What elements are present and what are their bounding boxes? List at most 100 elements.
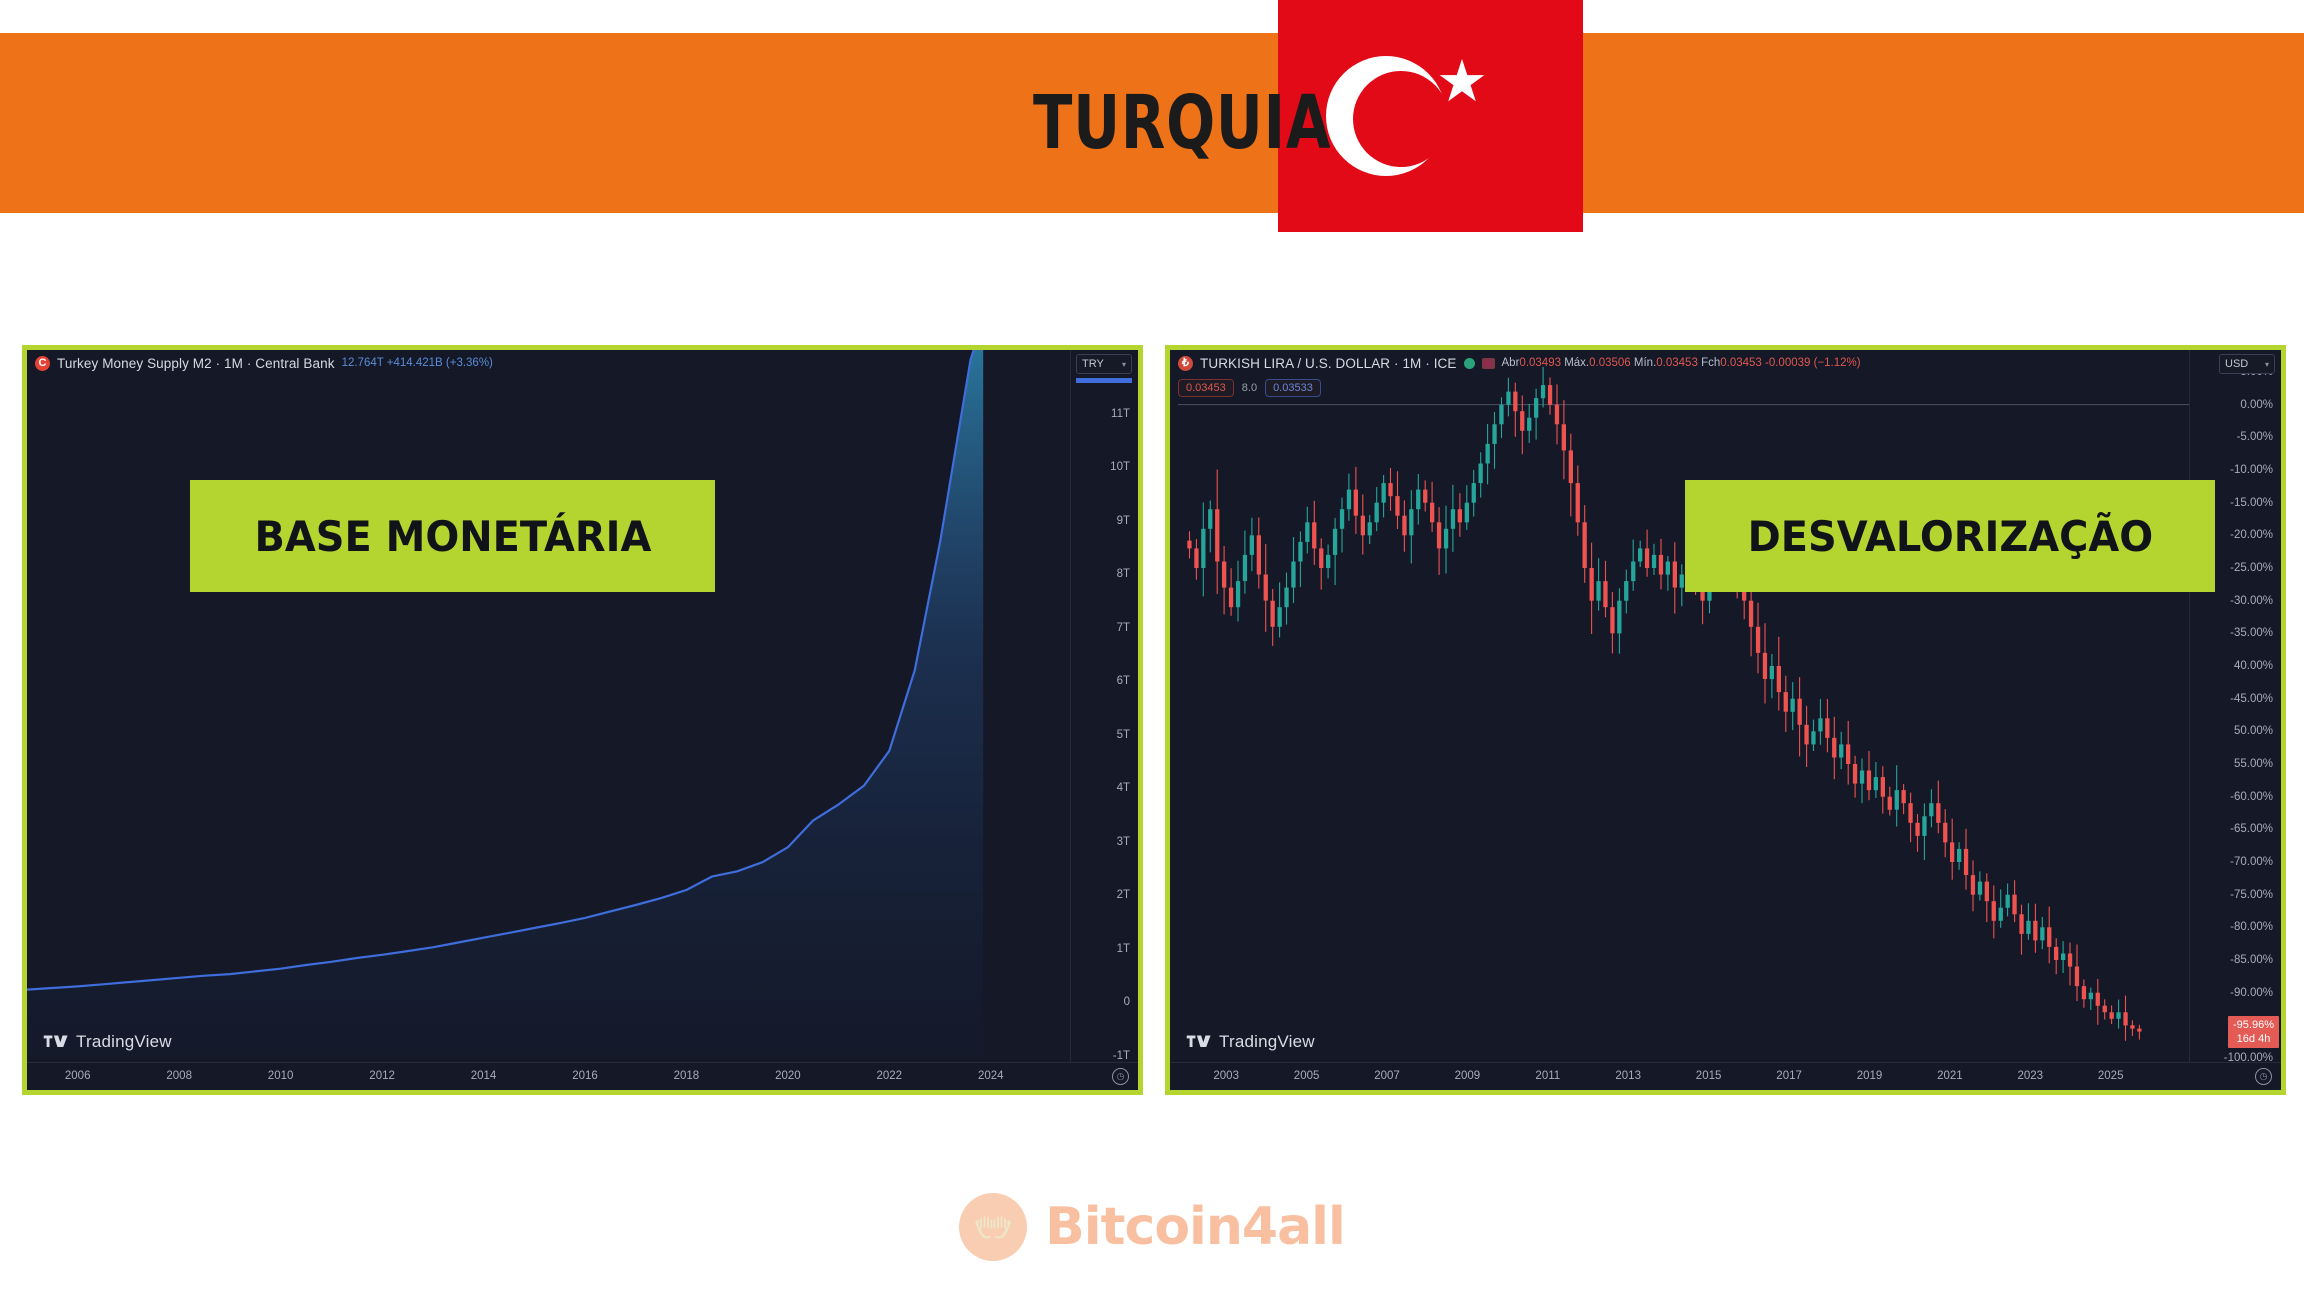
close-value: 0.03453 — [1720, 357, 1762, 369]
candle-body — [1582, 522, 1587, 568]
time-tick-label: 2011 — [1535, 1070, 1561, 1082]
candle-body — [1818, 718, 1823, 732]
time-scale-left[interactable]: ◷ 2006 2008 2010 2012 2014 2016 2018 2020 2022 20… — [27, 1062, 1138, 1090]
time-tick-label: 2010 — [267, 1070, 294, 1082]
candle-body — [1353, 489, 1358, 516]
time-tick-label: 2008 — [166, 1070, 192, 1082]
low-value: 0.03453 — [1656, 357, 1698, 369]
currency-selector-try[interactable]: TRY ▾ — [1076, 354, 1132, 374]
candle-body — [2033, 920, 2038, 941]
candle-body — [1963, 848, 1969, 875]
close-label: Fch — [1701, 357, 1721, 369]
candle-body — [1374, 502, 1379, 523]
time-tick-label: 2023 — [2017, 1070, 2044, 1082]
price-tick-label: -35.00% — [2230, 627, 2273, 640]
lira-usd-candlestick-series — [1178, 366, 2189, 1041]
candle-body — [1679, 574, 1684, 588]
candle-body — [2005, 894, 2010, 908]
low-pill[interactable]: 0.03453 — [1178, 379, 1234, 397]
candle-body — [1589, 568, 1594, 601]
chart-type-icon[interactable]: ≈ — [1481, 357, 1495, 369]
symbol-title[interactable]: Turkey Money Supply M2 · 1M · Central Ba… — [57, 355, 335, 371]
clock-icon[interactable]: ◷ — [2255, 1068, 2272, 1085]
plot-area-left[interactable] — [27, 350, 1070, 1062]
price-tick-label: 0 — [1123, 996, 1130, 1009]
candle-body — [1457, 509, 1462, 523]
candle-body — [1596, 581, 1601, 601]
annotation-label-text: BASE MONETÁRIA — [254, 511, 651, 561]
candle-body — [2095, 992, 2100, 1006]
candle-body — [1430, 502, 1435, 523]
candle-body — [1936, 803, 1941, 823]
time-tick-label: 2014 — [470, 1070, 497, 1082]
price-scale-right[interactable]: -95.96% 16d 4h 5.00%0.00%-5.00%-10.00%-1… — [2189, 350, 2281, 1064]
candle-body — [2047, 927, 2052, 947]
footer-brand: Bitcoin4all — [0, 1172, 2304, 1282]
hands-glyph — [975, 1216, 1011, 1239]
candle-body — [1832, 737, 1837, 758]
candle-body — [1568, 450, 1573, 484]
candle-body — [2012, 894, 2017, 915]
candle-body — [1943, 822, 1948, 843]
time-tick-label: 2017 — [1776, 1070, 1802, 1082]
candle-body — [1797, 698, 1802, 725]
candle-body — [1520, 411, 1525, 431]
candle-body — [1534, 398, 1539, 418]
time-tick-label: 2020 — [775, 1070, 801, 1082]
candle-body — [1436, 522, 1442, 549]
price-tick-label: 0.00% — [2240, 398, 2273, 411]
turkey-flag-icon: ★ — [1278, 0, 1583, 232]
flag-crescent-inner — [1353, 71, 1449, 167]
candle-body — [1360, 515, 1365, 536]
time-tick-label: 2015 — [1695, 1070, 1722, 1082]
candle-body — [2019, 914, 2024, 934]
chart-panel-money-supply: C Turkey Money Supply M2 · 1M · Central … — [22, 345, 1143, 1095]
candle-body — [1284, 587, 1289, 608]
candle-body — [1339, 509, 1345, 529]
currency-underline — [1076, 378, 1132, 383]
chart-canvas-left[interactable]: C Turkey Money Supply M2 · 1M · Central … — [27, 350, 1138, 1090]
candle-body — [1201, 528, 1206, 568]
tradingview-logo-icon — [1186, 1035, 1211, 1048]
candle-body — [1894, 790, 1899, 810]
time-scale-right[interactable]: ◷ 2003 2005 2007 2009 2011 2013 2015 2017 2019 20… — [1170, 1062, 2281, 1090]
price-tick-label: 55.00% — [2233, 758, 2273, 770]
candle-body — [1638, 548, 1643, 562]
time-tick-label: 2016 — [572, 1070, 598, 1082]
header-banner — [0, 33, 2304, 213]
candle-body — [2116, 1012, 2121, 1019]
price-tick-label: -20.00% — [2230, 529, 2273, 542]
symbol-title[interactable]: TURKISH LIRA / U.S. DOLLAR · 1M · ICE — [1200, 355, 1457, 371]
candle-body — [2137, 1028, 2142, 1032]
high-pill[interactable]: 0.03533 — [1265, 379, 1321, 397]
candle-body — [2109, 1012, 2114, 1019]
candle-body — [1367, 522, 1372, 536]
candle-body — [1929, 803, 1934, 817]
chart-canvas-right[interactable]: ₺ TURKISH LIRA / U.S. DOLLAR · 1M · ICE … — [1170, 350, 2281, 1090]
candle-body — [1776, 666, 1781, 693]
price-tick-label: 7T — [1116, 621, 1130, 634]
time-tick-label: 2006 — [64, 1070, 91, 1082]
clock-icon[interactable]: ◷ — [1112, 1068, 1129, 1085]
candle-body — [1215, 509, 1220, 562]
candle-body — [2040, 927, 2045, 941]
price-scale-left[interactable]: 12T11T10T9T8T7T6T5T4T3T2T1T0-1T — [1070, 350, 1138, 1062]
currency-label: USD — [2225, 358, 2249, 370]
candle-body — [1811, 731, 1816, 745]
annotation-base-monetaria: BASE MONETÁRIA — [190, 480, 715, 592]
candle-body — [1409, 509, 1414, 536]
candle-body — [1416, 489, 1421, 510]
candle-body — [1755, 626, 1761, 653]
price-tick-label: -75.00% — [2230, 888, 2273, 901]
candle-body — [1388, 483, 1393, 497]
candle-body — [1228, 587, 1234, 608]
candle-body — [1242, 554, 1248, 581]
currency-selector-usd[interactable]: USD ▾ — [2219, 354, 2275, 374]
candle-body — [1450, 509, 1456, 529]
candle-body — [1651, 554, 1657, 568]
candle-body — [1859, 770, 1865, 784]
candle-body — [1256, 535, 1261, 575]
plot-area-right[interactable] — [1178, 350, 2189, 1062]
candle-body — [1402, 515, 1407, 536]
candle-body — [1540, 385, 1546, 399]
